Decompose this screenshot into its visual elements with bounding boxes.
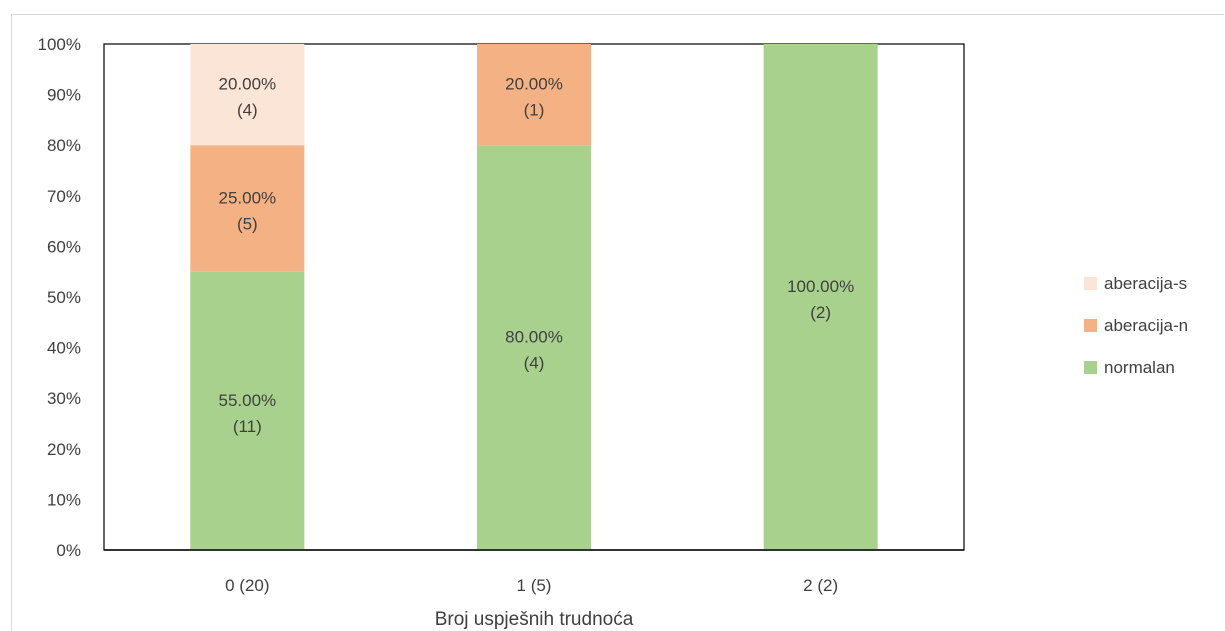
data-label-count: (4) bbox=[237, 101, 258, 120]
data-label-percent: 20.00% bbox=[505, 75, 563, 94]
y-tick-label: 30% bbox=[47, 389, 81, 408]
data-label-count: (5) bbox=[237, 214, 258, 233]
data-label-percent: 80.00% bbox=[505, 328, 563, 347]
data-label-percent: 20.00% bbox=[218, 75, 276, 94]
x-axis-title: Broj uspješnih trudnoća bbox=[435, 609, 634, 630]
x-tick-label: 0 (20) bbox=[225, 576, 269, 595]
bar-aberacija-n-1 bbox=[477, 44, 591, 146]
y-tick-label: 80% bbox=[47, 136, 81, 155]
y-tick-label: 0% bbox=[56, 541, 81, 560]
legend-label-aberacija-s: aberacija-s bbox=[1104, 274, 1187, 293]
legend-swatch-aberacija-s bbox=[1084, 277, 1097, 290]
y-tick-label: 40% bbox=[47, 339, 81, 358]
chart-frame bbox=[11, 14, 1224, 631]
data-label-count: (1) bbox=[524, 101, 545, 120]
bar-normalan-2 bbox=[763, 44, 878, 550]
y-tick-label: 90% bbox=[47, 86, 81, 105]
y-tick-label: 60% bbox=[47, 237, 81, 256]
y-tick-label: 20% bbox=[47, 440, 81, 459]
bar-normalan-0 bbox=[190, 271, 305, 550]
legend-label-normalan: normalan bbox=[1104, 358, 1175, 377]
data-label-count: (11) bbox=[233, 417, 262, 436]
y-tick-label: 50% bbox=[47, 288, 81, 307]
y-tick-label: 70% bbox=[47, 187, 81, 206]
data-label-percent: 25.00% bbox=[218, 188, 276, 207]
y-tick-label: 100% bbox=[38, 35, 81, 54]
legend-label-aberacija-n: aberacija-n bbox=[1104, 316, 1188, 335]
data-label-percent: 55.00% bbox=[218, 391, 276, 410]
y-tick-label: 10% bbox=[47, 490, 81, 509]
bar-aberacija-s-0 bbox=[190, 44, 305, 146]
bar-normalan-1 bbox=[477, 145, 591, 550]
bar-aberacija-n-0 bbox=[190, 145, 305, 272]
legend-swatch-normalan bbox=[1084, 361, 1097, 374]
x-tick-label: 1 (5) bbox=[517, 576, 552, 595]
data-label-count: (2) bbox=[810, 303, 831, 322]
legend-swatch-aberacija-n bbox=[1084, 319, 1097, 332]
data-label-count: (4) bbox=[524, 354, 545, 373]
data-label-percent: 100.00% bbox=[787, 277, 854, 296]
x-tick-label: 2 (2) bbox=[803, 576, 838, 595]
